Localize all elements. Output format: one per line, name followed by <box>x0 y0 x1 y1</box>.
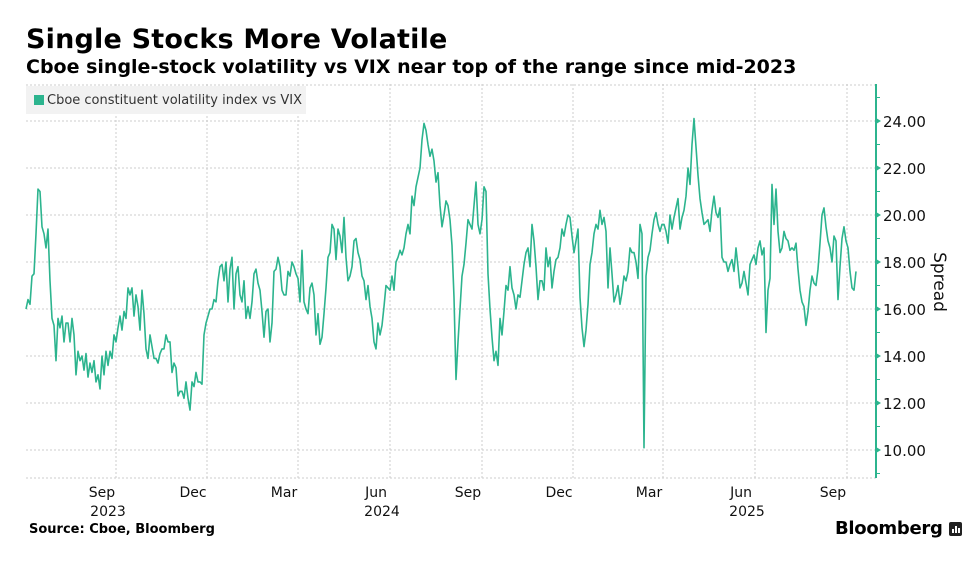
y-tick <box>876 306 881 312</box>
x-tick-label: Sep <box>89 485 116 501</box>
chart-subtitle: Cboe single-stock volatility vs VIX near… <box>26 56 797 78</box>
x-year-label: 2025 <box>729 504 765 520</box>
legend-swatch <box>34 95 44 105</box>
x-tick-label: Sep <box>820 485 847 501</box>
y-tick <box>876 400 881 406</box>
series-line <box>25 117 857 449</box>
x-tick-label: Mar <box>271 485 298 501</box>
y-tick <box>876 165 881 171</box>
y-tick-label: 18.00 <box>883 254 926 272</box>
y-tick-label: 16.00 <box>883 301 926 319</box>
x-tick-label: Dec <box>179 485 206 501</box>
x-axis: Sep 2023 Dec Mar Jun 2024 Sep Dec Mar Jun 2025 Sep <box>89 485 847 520</box>
legend-label: Cboe constituent volatility index vs VIX <box>47 92 303 108</box>
y-tick-label: 10.00 <box>883 442 926 460</box>
x-tick-label: Dec <box>545 485 572 501</box>
y-tick-label: 24.00 <box>883 113 926 131</box>
y-axis-label: Spread <box>929 252 949 312</box>
y-tick <box>876 259 881 265</box>
y-axis: 10.00 12.00 14.00 16.00 18.00 20.00 22.00 24.00 <box>875 84 926 478</box>
gridlines <box>26 84 876 479</box>
x-year-label: 2023 <box>90 504 126 520</box>
x-tick-label: Jun <box>729 485 752 501</box>
y-tick-label: 22.00 <box>883 160 926 178</box>
x-year-label: 2024 <box>364 504 400 520</box>
y-tick-label: 12.00 <box>883 395 926 413</box>
y-tick <box>876 118 881 124</box>
y-tick-label: 14.00 <box>883 348 926 366</box>
y-tick <box>876 447 881 453</box>
x-tick-label: Sep <box>455 485 482 501</box>
legend: Cboe constituent volatility index vs VIX <box>26 86 306 114</box>
series-layer <box>25 117 857 449</box>
bloomberg-chart-icon <box>948 521 962 536</box>
x-tick-label: Mar <box>636 485 663 501</box>
chart-title: Single Stocks More Volatile <box>26 24 448 55</box>
brand-name: Bloomberg <box>835 518 943 539</box>
y-tick-label: 20.00 <box>883 207 926 225</box>
x-tick-label: Jun <box>364 485 387 501</box>
bloomberg-logo: Bloomberg <box>835 518 962 539</box>
y-tick <box>876 212 881 218</box>
y-tick <box>876 353 881 359</box>
source-note: Source: Cboe, Bloomberg <box>29 522 215 537</box>
